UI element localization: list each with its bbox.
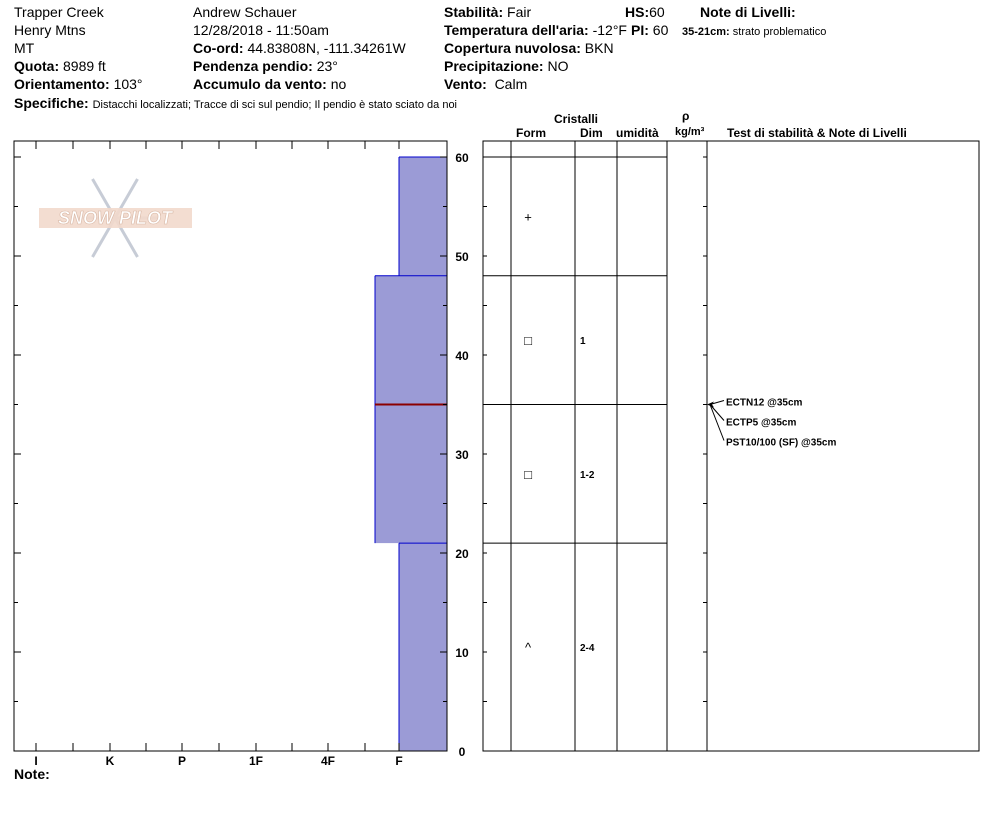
wind-loading: Accumulo da vento: no [193,76,346,92]
hardness-frame [13,140,448,752]
stability-test-label: ECTP5 @35cm [726,418,796,429]
y-tick-label: 20 [455,547,469,561]
stability-value: Fair [507,4,532,20]
x-tick-label: I [34,754,37,768]
y-tick-label: 0 [459,745,466,759]
observer: Andrew Schauer [193,4,297,20]
stability-test-label: ECTN12 @35cm [726,398,803,409]
layer-notes-title: Note di Livelli: [700,4,796,20]
crystal-form: ^ [525,640,532,655]
wind: Vento: Calm [444,76,527,92]
form-header: Form [516,126,546,140]
precip-value: NO [547,58,569,74]
specifics: Specifiche: Distacchi localizzati; Tracc… [14,95,457,113]
moisture-header: umidità [616,126,659,140]
notes-label: Note: [14,766,50,782]
slope-value: 23° [316,58,338,74]
specifics-text: Distacchi localizzati; Tracce di sci sul… [92,99,458,111]
sky-label: Copertura nuvolosa: [444,40,581,56]
hardness-bar [399,543,447,751]
crystal-size: 1-2 [580,470,595,481]
layer-note-range: 35-21cm: [682,26,730,38]
stability-test-label: PST10/100 (SF) @35cm [726,438,836,449]
crystal-form: + [524,209,532,224]
sky-cover: Copertura nuvolosa: BKN [444,40,614,56]
x-tick-label: 1F [249,754,263,768]
y-tick-label: 50 [455,250,469,264]
aspect: Orientamento: 103° [14,76,143,92]
crystal-size: 1 [580,336,586,347]
stability-test-arrow [709,404,725,421]
wind-label: Vento: [444,76,487,92]
crystal-table-frame [482,140,980,752]
elevation-value: 8989 ft [63,58,106,74]
crystal-form: □ [524,467,532,482]
hs-value: 60 [649,4,665,20]
x-tick-label: 4F [321,754,335,768]
pi-label: PI: [631,22,649,38]
crystal-form: □ [524,333,532,348]
stability-test-arrow [709,404,725,441]
aspect-value: 103° [113,76,143,92]
pi: PI: 60 [631,22,668,38]
state: MT [14,40,35,56]
specifics-label: Specifiche: [14,95,89,111]
stability-label: Stabilità: [444,4,504,20]
elevation-label: Quota: [14,58,60,74]
arrowhead [707,401,714,408]
logo-text: SNOW PILOT [58,208,174,228]
location: Trapper Creek [14,4,104,20]
y-tick-label: 60 [455,151,469,165]
range: Henry Mtns [14,22,86,38]
stability: Stabilità: Fair [444,4,531,20]
rho-header: ρ [682,109,690,123]
crystals-header: Cristalli [554,112,599,126]
coord-value: 44.83808N, -111.34261W [247,40,406,56]
x-tick-label: F [395,754,402,768]
layer-note: 35-21cm: strato problematico [682,24,826,40]
coord-label: Co-ord: [193,40,244,56]
slope: Pendenza pendio: 23° [193,58,338,74]
aspect-label: Orientamento: [14,76,110,92]
hs: HS:60 [625,4,665,20]
wind-loading-value: no [330,76,347,92]
slope-label: Pendenza pendio: [193,58,313,74]
layer-note-text: strato problematico [732,26,827,38]
coordinates: Co-ord: 44.83808N, -111.34261W [193,40,406,56]
density-unit-header: kg/m³ [675,126,705,138]
stability-notes-header: Test di stabilità & Note di Livelli [727,126,907,140]
x-tick-label: P [178,754,186,768]
elevation: Quota: 8989 ft [14,58,106,74]
hardness-bar [399,157,447,276]
size-header: Dim [580,126,603,140]
y-tick-label: 40 [455,349,469,363]
hs-label: HS: [625,4,650,20]
sky-value: BKN [584,40,614,56]
air-temp-value: -12°F [592,22,627,38]
wind-loading-label: Accumulo da vento: [193,76,327,92]
pi-value: 60 [652,22,669,38]
y-tick-label: 30 [455,448,469,462]
air-temp: Temperatura dell'aria: -12°F [444,22,627,38]
precip-label: Precipitazione: [444,58,544,74]
precipitation: Precipitazione: NO [444,58,568,74]
crystal-size: 2-4 [580,643,595,654]
x-tick-label: K [106,754,115,768]
logo-banner [39,208,192,228]
y-tick-label: 10 [455,646,469,660]
wind-value: Calm [494,76,528,92]
air-temp-label: Temperatura dell'aria: [444,22,589,38]
hardness-bar [375,275,447,544]
datetime: 12/28/2018 - 11:50am [193,22,329,38]
